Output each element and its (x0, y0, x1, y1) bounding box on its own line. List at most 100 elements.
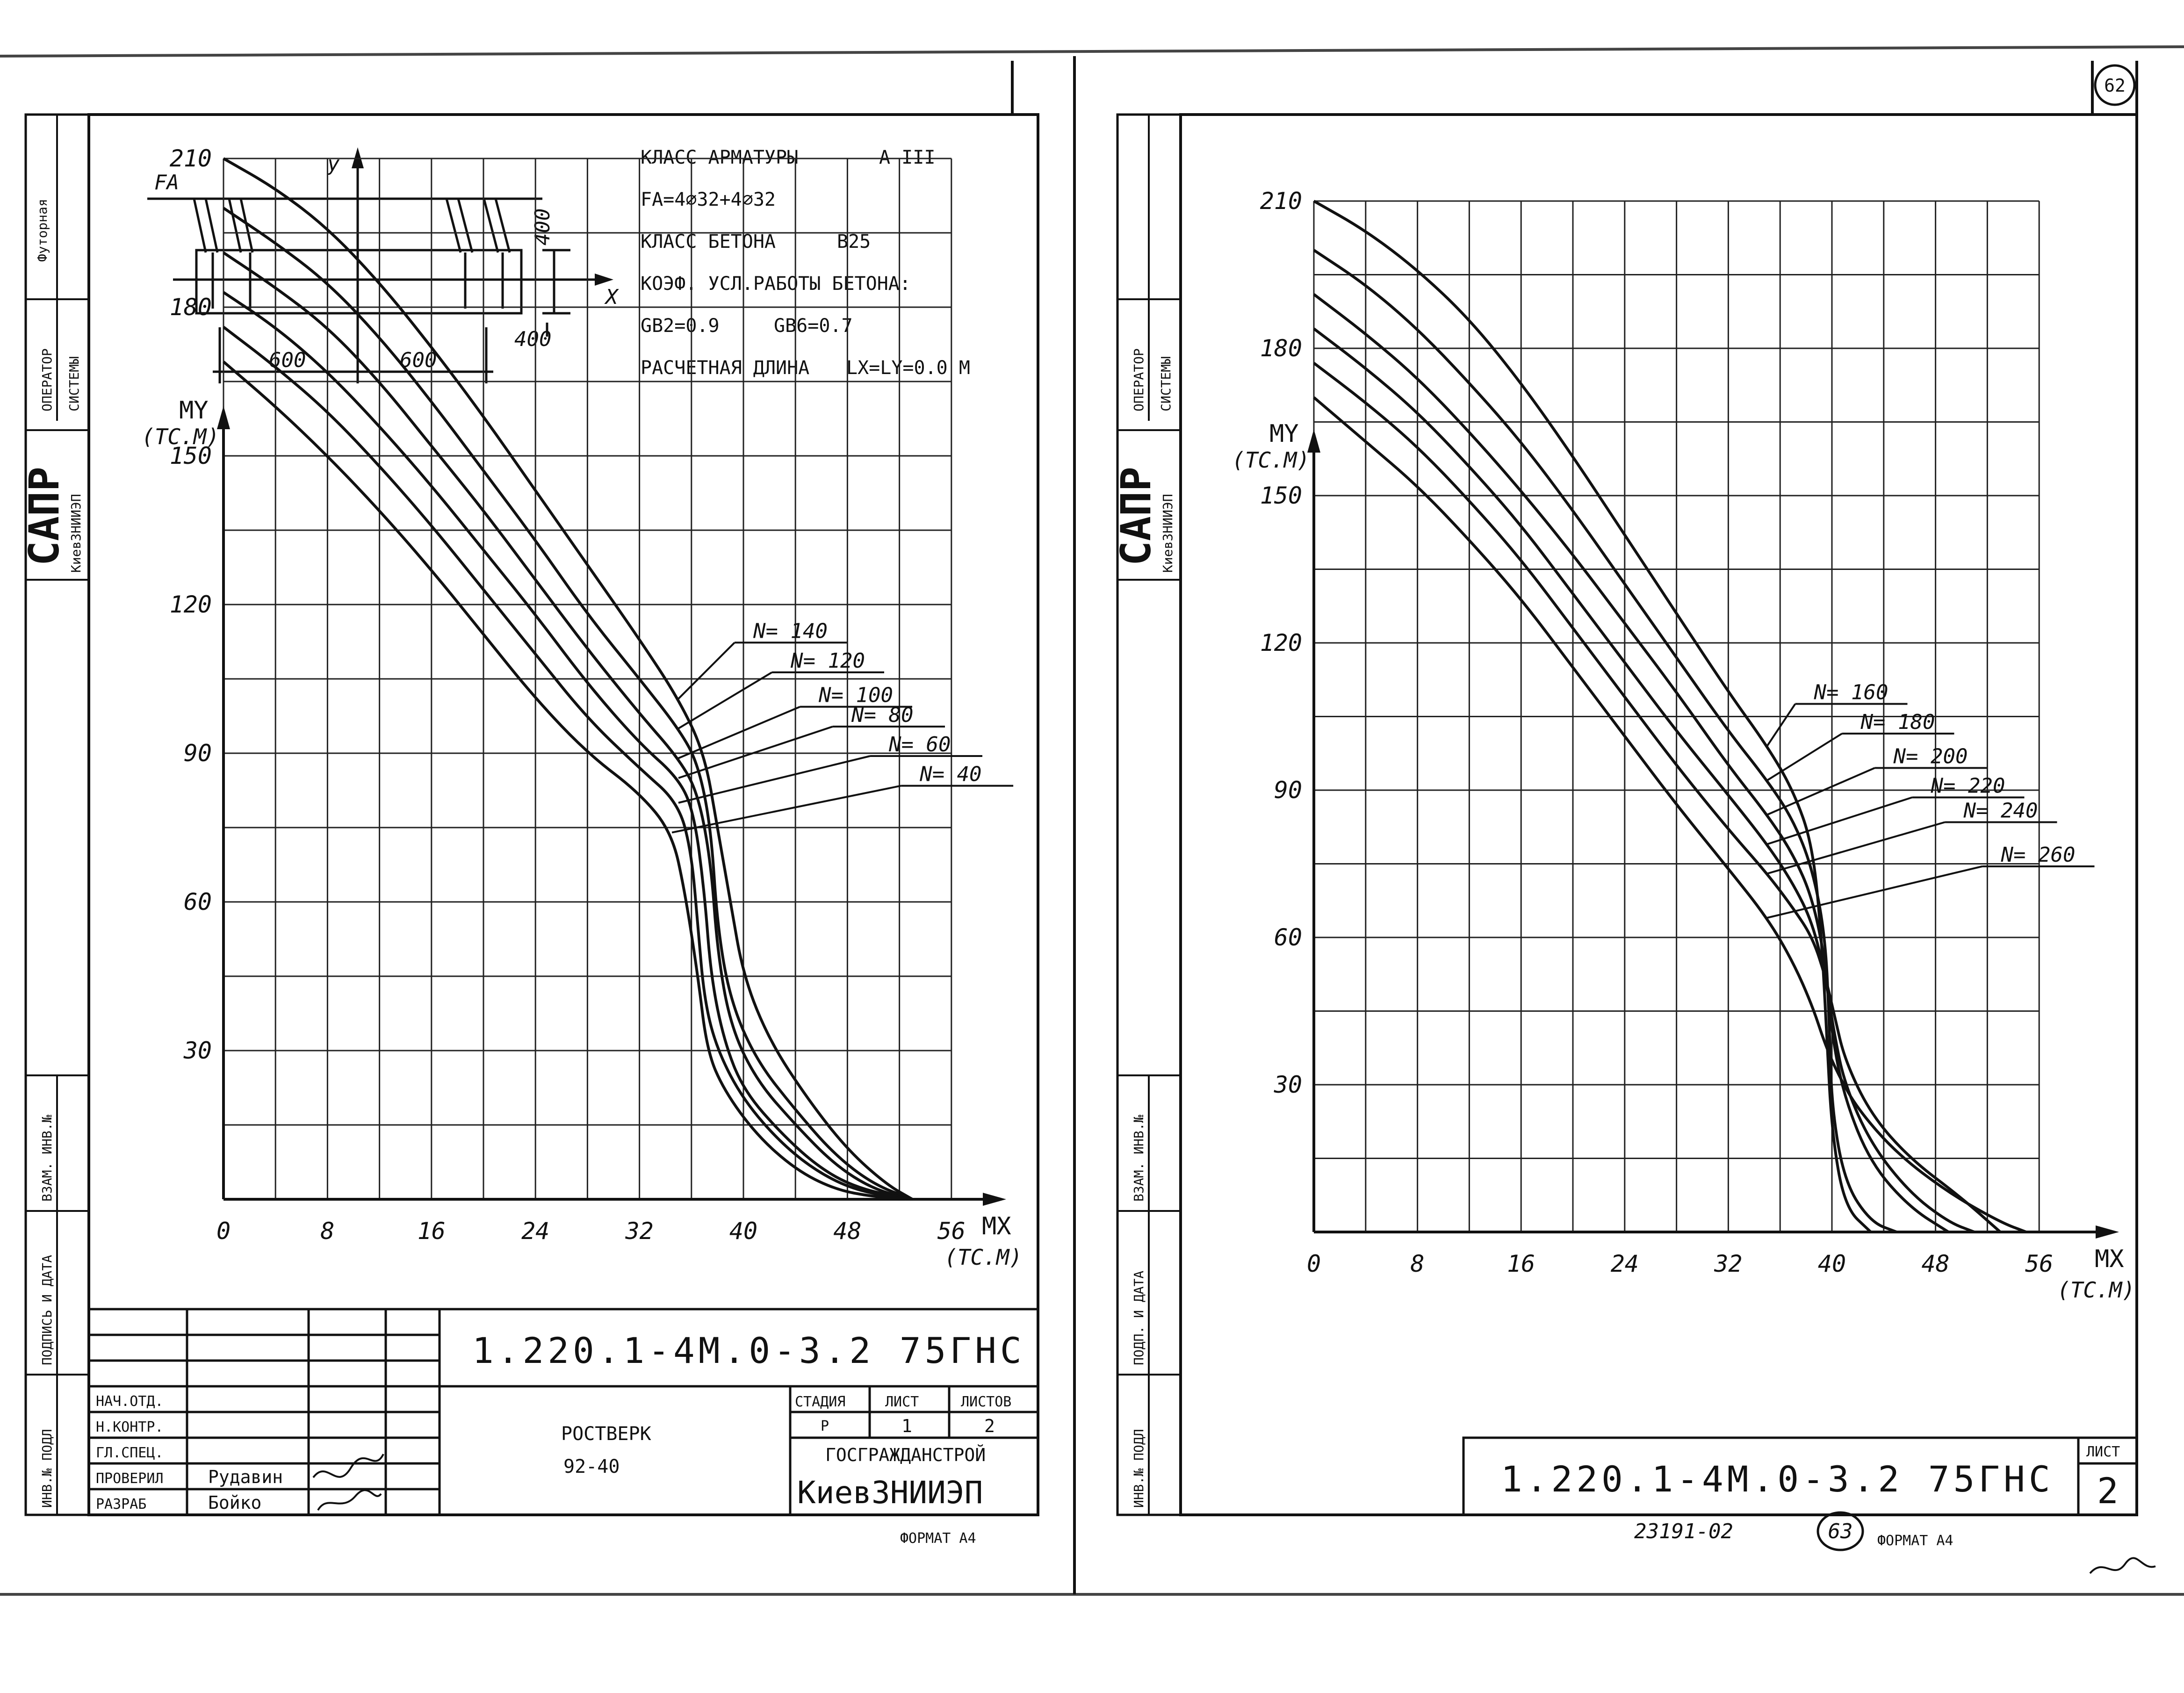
x-tick-label: 48 (833, 1218, 861, 1245)
y-tick-label: 150 (170, 442, 212, 469)
label-stage: СТАДИЯ (795, 1394, 845, 1410)
inventory-number: 23191-02 (1634, 1520, 1733, 1543)
series-leader (678, 706, 800, 759)
left-stamp-system: СИСТЕМЫ (66, 356, 82, 411)
x-tick-label: 8 (1411, 1250, 1425, 1277)
role-proveril: ПРОВЕРИЛ (96, 1470, 164, 1487)
series-leader (1766, 821, 1946, 875)
x-axis-unit: (ТС.М) (2057, 1277, 2135, 1303)
x-tick-label: 16 (418, 1218, 446, 1245)
label-sheet: ЛИСТ (885, 1394, 919, 1410)
series-label: N= 200 (1893, 745, 1968, 769)
right-stamp-sapr: САПР (1112, 467, 1160, 566)
section-y-label: y (327, 152, 340, 176)
info-rebar-class-value: A III (879, 147, 935, 168)
left-frame (87, 113, 1039, 1516)
page-number-circle (2094, 64, 2136, 106)
series-line (223, 360, 913, 1201)
series-leader (1767, 865, 1982, 919)
x-axis-unit: (ТС.М) (944, 1245, 1022, 1270)
y-tick-label: 90 (184, 740, 212, 767)
series-leader (1766, 796, 1913, 845)
x-tick-label: 0 (216, 1218, 231, 1245)
left-stamp-operator: ОПЕРАТОР (39, 348, 55, 411)
x-tick-label: 56 (2025, 1250, 2053, 1277)
item-name: РОСТВЕРК (561, 1423, 651, 1445)
left-title-block (87, 1308, 1039, 1516)
series-line (1313, 200, 1872, 1233)
series-label: N= 240 (1963, 799, 2038, 823)
section-dim-400-top: 400 (531, 209, 555, 245)
series-label: N= 80 (851, 703, 913, 727)
section-fa-label: FA (154, 171, 179, 195)
chart-right: 0 8 16 24 32 40 48 56 30 60 90 120 150 180 210 MX (ТС.М)… (1232, 187, 2135, 1303)
x-axis-label: MX (2095, 1245, 2124, 1273)
x-tick-label: 24 (1611, 1250, 1639, 1277)
item-code: 92-40 (563, 1456, 620, 1477)
info-gb6: GB6=0.7 (774, 315, 853, 337)
org-bottom: КиевЗНИИЭП (797, 1475, 983, 1511)
right-stamp-inv-podl: ИНВ.№ ПОДЛ (1131, 1429, 1146, 1508)
page-number: 62 (2104, 75, 2126, 96)
role-razrab: РАЗРАБ (96, 1496, 146, 1513)
series-line (223, 251, 913, 1201)
y-axis-label: MY (1269, 420, 1299, 448)
role-nach-otd: НАЧ.ОТД. (96, 1393, 164, 1410)
section-dim-600-left: 600 (269, 348, 306, 372)
y-tick-label: 60 (1274, 924, 1302, 951)
x-tick-label: 40 (1818, 1250, 1846, 1277)
left-stamp-podpis: ПОДПИСЬ И ДАТА (39, 1255, 55, 1365)
series-label: N= 40 (919, 763, 981, 786)
info-calc-length: РАСЧЕТНАЯ ДЛИНА (641, 357, 809, 379)
scan-edge-top (0, 45, 2184, 58)
value-stage: Р (821, 1418, 829, 1434)
series-label: N= 120 (790, 649, 865, 673)
y-tick-label: 60 (184, 888, 212, 915)
right-title-frame (1462, 1436, 2138, 1516)
left-format: ФОРМАТ А4 (900, 1530, 976, 1547)
series-label: N= 180 (1860, 710, 1935, 734)
name-proveril: Рудавин (208, 1467, 283, 1487)
info-fa: FA=4⌀32+4⌀32 (641, 189, 776, 210)
x-tick-label: 16 (1507, 1250, 1535, 1277)
right-stamp-podpis: ПОДП. И ДАТА (1131, 1271, 1146, 1365)
info-coef: КОЭФ. УСЛ.РАБОТЫ БЕТОНА: (641, 273, 911, 295)
right-sheet-label: ЛИСТ (2086, 1444, 2120, 1460)
y-tick-label: 120 (170, 591, 212, 618)
y-tick-label: 30 (1274, 1071, 1302, 1098)
role-gl-spec: ГЛ.СПЕЦ. (96, 1445, 164, 1461)
x-tick-label: 32 (1714, 1250, 1742, 1277)
left-stamp-futornaya: Футорная (35, 199, 50, 262)
series-label: N= 60 (888, 733, 951, 756)
series-line (1313, 396, 2027, 1233)
x-axis-arrow (2096, 1225, 2119, 1239)
right-stamp-operator: ОПЕРАТОР (1131, 348, 1146, 411)
left-stamp-institute: КиевЗНИИЭП (68, 494, 84, 573)
reinforcement-info: КЛАСС АРМАТУРЫ A III FA=4⌀32+4⌀32 КЛАСС … (641, 147, 970, 379)
info-concrete-class-value: B25 (837, 231, 871, 252)
y-tick-label: 180 (170, 294, 212, 321)
circled-number: 63 (1828, 1520, 1853, 1543)
series-line (223, 207, 913, 1201)
series-leader (1766, 767, 1875, 816)
value-sheets: 2 (984, 1416, 995, 1436)
series-label: N= 160 (1814, 681, 1888, 705)
right-sheet: 62 ОПЕРАТОР СИСТЕМЫ САПР КиевЗНИИЭП ВЗАМ… (1112, 61, 2156, 1574)
series-leader (1766, 733, 1843, 781)
info-gb2: GB2=0.9 (641, 315, 720, 337)
series-label: N= 220 (1931, 774, 2005, 798)
y-tick-label: 120 (1260, 629, 1302, 656)
series-leader (678, 641, 735, 699)
series-leader (678, 671, 773, 729)
y-axis-unit: (ТС.М) (1232, 447, 1310, 473)
signature-proveril (312, 1454, 384, 1478)
right-side-stamps: ОПЕРАТОР СИСТЕМЫ САПР КиевЗНИИЭП ВЗАМ. И… (1112, 113, 1182, 1516)
series-leader (1766, 703, 1796, 747)
right-drawing-code: 1.220.1-4М.0-3.2 75ГНС (1501, 1458, 2054, 1500)
series-line (1313, 249, 1897, 1233)
series-line (223, 291, 913, 1201)
series-leader (671, 785, 901, 834)
y-tick-label: 90 (1274, 777, 1302, 804)
org-top: ГОСГРАЖДАНСТРОЙ (825, 1445, 986, 1465)
